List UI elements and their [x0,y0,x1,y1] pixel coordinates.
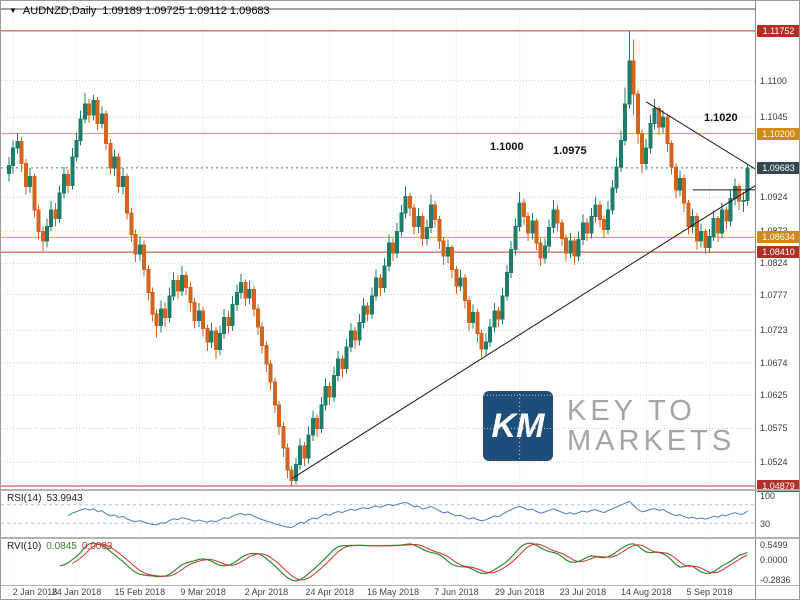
rsi-name: RSI(14) [7,493,42,504]
price-axis-label: 1.0777 [760,289,788,300]
price-axis-label: 1.1045 [760,112,788,123]
price-axis-label: 1.0674 [760,357,788,368]
date-axis-label: 2 Jan 2018 [12,587,58,597]
price-axis[interactable]: 1.1100 1.1045 1.0924 1.0873 1.0824 1.0777 1.07… [755,1,799,599]
vertical-gridlines [12,10,711,488]
rvi-indicator-panel[interactable] [1,539,755,585]
watermark-line1: KEY TO [567,394,696,427]
date-axis-label: 14 Aug 2018 [620,587,672,597]
price-axis-label: 1.1100 [760,75,787,86]
ascending-trendline[interactable] [291,185,755,480]
date-axis-label: 29 Jun 2018 [494,587,545,597]
price-annotation[interactable]: 1.1000 [490,141,524,153]
panel-separator [1,585,799,586]
date-axis-label: 5 Sep 2018 [686,587,733,597]
price-axis-label: 1.0824 [760,258,788,269]
date-axis-label: 24 Jan 2018 [51,587,102,597]
price-chart[interactable] [1,1,755,489]
quote-bar: ▼ AUDNZD,Daily 1.09189 1.09725 1.09112 1… [9,5,270,17]
dropdown-marker-icon[interactable]: ▼ [9,6,17,15]
price-level-badge: 1.08410 [757,246,799,259]
rvi-axis-label: -0.2836 [760,575,791,585]
watermark-line2: MARKETS [567,425,736,457]
price-level-badge: 1.08634 [757,231,799,244]
ohlc-values: 1.09189 1.09725 1.09112 1.09683 [102,5,270,17]
rvi-signal-line [72,543,748,581]
rsi-axis-label: 30 [760,519,771,530]
date-axis-label: 2 Apr 2018 [244,587,289,597]
rvi-name: RVI(10) [7,541,42,552]
rsi-indicator-panel[interactable] [1,491,755,537]
price-annotation[interactable]: 1.0975 [553,145,587,157]
date-axis-label: 15 Feb 2018 [114,587,166,597]
rsi-axis-label: 100 [760,491,776,501]
price-axis-label: 1.0524 [760,457,788,468]
rvi-main-value: 0.0845 [46,541,77,552]
price-axis-label: 1.0873 [760,226,788,236]
date-axis-label: 23 Jul 2018 [559,587,607,597]
rsi-line [67,500,748,529]
price-axis-label: 1.0575 [760,423,788,434]
date-axis-label: 24 Apr 2018 [305,587,354,597]
price-axis-label: 1.0924 [760,192,788,203]
price-level-badge: 1.11752 [757,24,799,37]
rsi-value: 53.9943 [46,493,83,504]
price-level-badge: 1.04879 [757,479,799,492]
symbol-timeframe-label: AUDNZD,Daily [22,5,97,17]
date-axis-label: 16 May 2018 [366,587,420,597]
price-axis-label: 1.0723 [760,325,788,336]
rsi-label: RSI(14) 53.9943 [7,493,88,504]
rvi-main-line [59,542,748,582]
descending-trendline[interactable] [645,101,755,170]
date-axis[interactable]: 2 Jan 2018 24 Jan 2018 15 Feb 2018 9 Mar 20… [1,586,755,599]
panel-separator[interactable] [1,537,799,539]
keytomarkets-logo-text: KEY TO MARKETS [567,394,736,457]
price-level-badge: 1.09683 [757,161,799,174]
price-annotation[interactable]: 1.1020 [704,112,738,124]
date-axis-label: 9 Mar 2018 [180,587,226,597]
rvi-label: RVI(10) 0.0845 0.0083 [7,541,117,552]
rvi-axis-label: 0.0000 [760,554,788,565]
price-axis-label: 1.0625 [760,390,788,401]
rvi-axis-label: 0.5499 [760,540,788,550]
date-axis-label: 7 Jun 2018 [434,587,479,597]
panel-separator[interactable] [1,489,799,491]
keytomarkets-logo-icon: KM [483,391,553,461]
broker-watermark: KM KEY TO MARKETS [483,391,735,461]
rvi-signal-value: 0.0083 [81,541,113,552]
price-level-badge: 1.10200 [757,127,799,140]
candlestick-series[interactable] [7,30,750,486]
